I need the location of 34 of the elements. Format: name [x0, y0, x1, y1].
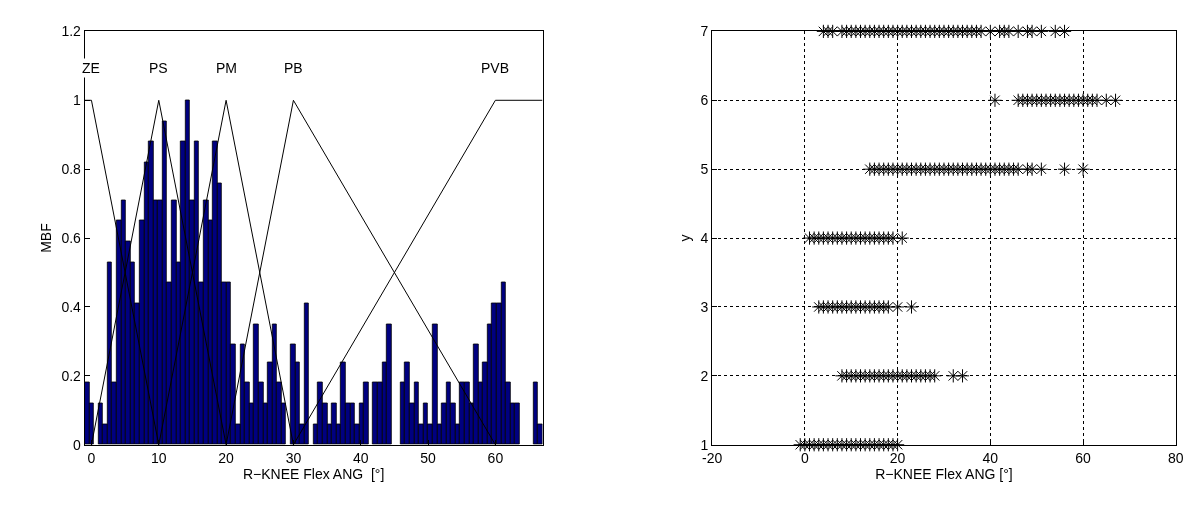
y-tick-label: 1 [73, 92, 82, 109]
x-tick-label: 80 [1168, 449, 1184, 466]
y-axis-title: y [677, 234, 694, 242]
x-axis-title: R−KNEE Flex ANG [°] [875, 465, 1013, 482]
y-tick-label: 0.6 [61, 229, 82, 246]
x-tick-label: 40 [352, 449, 369, 466]
series-label: PM [216, 60, 237, 76]
y-tick-label: 6 [700, 92, 709, 109]
x-tick-label: 20 [218, 449, 235, 466]
series-label: PB [284, 60, 303, 76]
y-tick-label: 0.2 [61, 367, 82, 384]
x-axis-title: R−KNEE Flex ANG [°] [242, 465, 385, 482]
y-tick-label: 1.2 [61, 23, 82, 40]
y-tick-label: 0 [73, 436, 82, 453]
y-tick-label: 7 [700, 23, 709, 40]
y-tick-label: 5 [700, 161, 709, 178]
y-tick-label: 2 [700, 367, 709, 384]
series-label: ZE [82, 60, 100, 76]
y-tick-label: 4 [700, 229, 709, 246]
y-axis-title: MBF [38, 223, 55, 253]
x-tick-label: 0 [87, 449, 96, 466]
y-tick-label: 0.8 [61, 161, 82, 178]
x-tick-label: 0 [800, 449, 809, 466]
y-tick-label: 0.4 [61, 298, 82, 315]
y-tick-label: 3 [700, 298, 709, 315]
x-tick-label: 50 [420, 449, 437, 466]
x-tick-label: 40 [982, 449, 999, 466]
x-tick-label: 20 [889, 449, 906, 466]
x-tick-label: 60 [1075, 449, 1092, 466]
series-label: PS [149, 60, 168, 76]
x-tick-label: 30 [285, 449, 302, 466]
series-label: PVB [481, 60, 510, 76]
x-tick-label: 10 [150, 449, 167, 466]
x-tick-label: 60 [487, 449, 504, 466]
